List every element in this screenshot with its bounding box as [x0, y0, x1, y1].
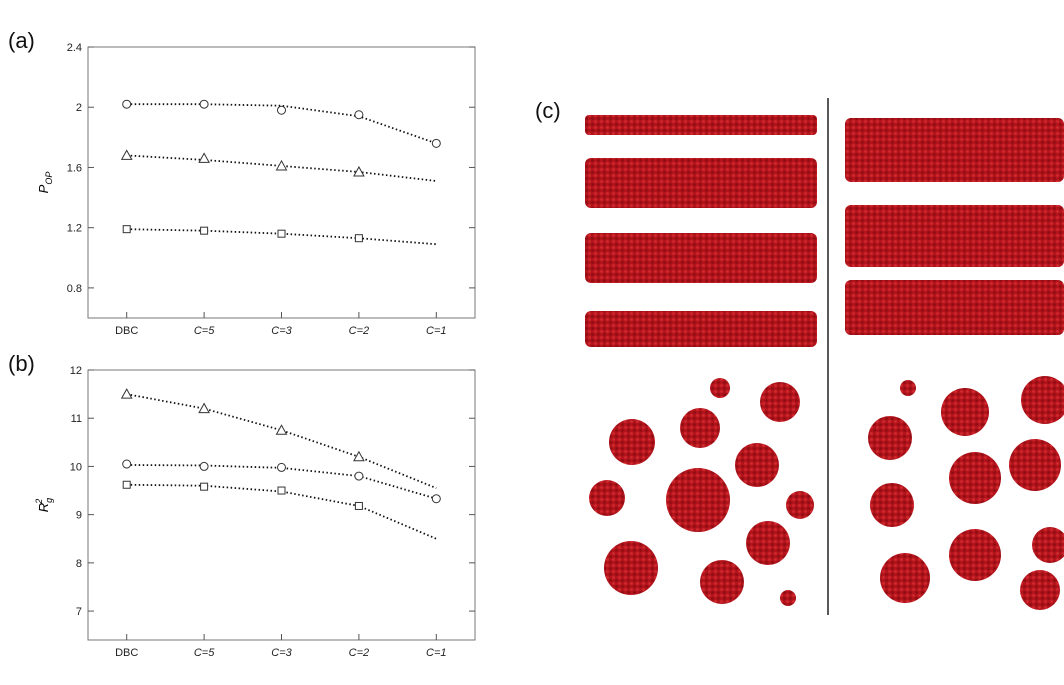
marker: [200, 482, 209, 491]
x-tick-label: C=1: [426, 325, 447, 337]
y-tick-label: 2: [76, 102, 82, 114]
lamella: [845, 205, 1064, 267]
x-tick-label: C=3: [271, 647, 292, 659]
lamella: [585, 311, 817, 347]
marker: [354, 471, 364, 481]
lamella: [585, 115, 817, 135]
marker: [200, 226, 209, 235]
marker: [275, 424, 288, 435]
lamella: [845, 280, 1064, 335]
marker: [431, 138, 441, 148]
marker: [353, 165, 365, 177]
y-axis-label-part: g: [44, 498, 54, 503]
marker: [275, 159, 288, 171]
marker: [120, 388, 133, 399]
y-axis-label-part: 2: [34, 499, 44, 505]
marker: [198, 152, 210, 163]
marker: [353, 450, 365, 462]
y-tick-label: 1.2: [67, 223, 82, 235]
marker: [277, 229, 286, 238]
y-tick-label: 1.6: [67, 162, 82, 174]
marker: [199, 461, 209, 471]
lamella: [845, 118, 1064, 182]
y-tick-label: 12: [70, 365, 82, 377]
x-tick-label: C=5: [194, 647, 215, 659]
marker: [277, 462, 286, 472]
panel-label: (c): [535, 98, 561, 123]
micelles: [589, 376, 1064, 610]
x-tick-label: C=3: [271, 325, 292, 337]
x-tick-label: DBC: [115, 325, 138, 337]
y-axis-label-part: OP: [44, 172, 54, 185]
plot-frame: [87, 46, 476, 319]
x-tick-label: DBC: [115, 647, 138, 659]
x-tick-label: C=2: [349, 647, 370, 659]
marker: [122, 99, 132, 109]
marker: [198, 402, 210, 414]
y-axis-label: Rg2: [34, 498, 54, 512]
fit-curve: [126, 393, 437, 489]
marker: [354, 110, 364, 120]
marker: [122, 225, 131, 234]
marker: [122, 459, 132, 469]
x-tick-label: C=1: [426, 647, 447, 659]
marker: [199, 99, 209, 109]
fit-curve: [126, 103, 437, 145]
y-tick-label: 11: [71, 413, 82, 425]
y-tick-label: 10: [70, 461, 82, 473]
y-tick-label: 9: [76, 510, 82, 522]
marker: [277, 105, 286, 115]
y-tick-label: 8: [76, 558, 82, 570]
lamella: [585, 233, 817, 283]
y-axis-label-part: R: [36, 503, 51, 512]
marker: [354, 234, 363, 243]
marker: [354, 501, 363, 510]
y-tick-label: 2.4: [67, 42, 82, 54]
x-tick-label: C=2: [349, 325, 370, 337]
y-axis-label-part: P: [36, 184, 51, 193]
y-tick-label: 7: [76, 606, 82, 618]
marker: [122, 480, 131, 489]
y-axis-label: POP: [36, 172, 54, 194]
x-tick-label: C=5: [194, 325, 215, 337]
lamella: [585, 158, 817, 208]
marker: [277, 486, 286, 495]
marker: [120, 149, 133, 160]
snapshots: [585, 115, 1064, 610]
y-tick-label: 0.8: [67, 283, 82, 295]
panel-label: (a): [8, 28, 35, 53]
plot-frame: [87, 369, 476, 641]
panel-label: (b): [8, 351, 35, 376]
marker: [431, 494, 441, 504]
